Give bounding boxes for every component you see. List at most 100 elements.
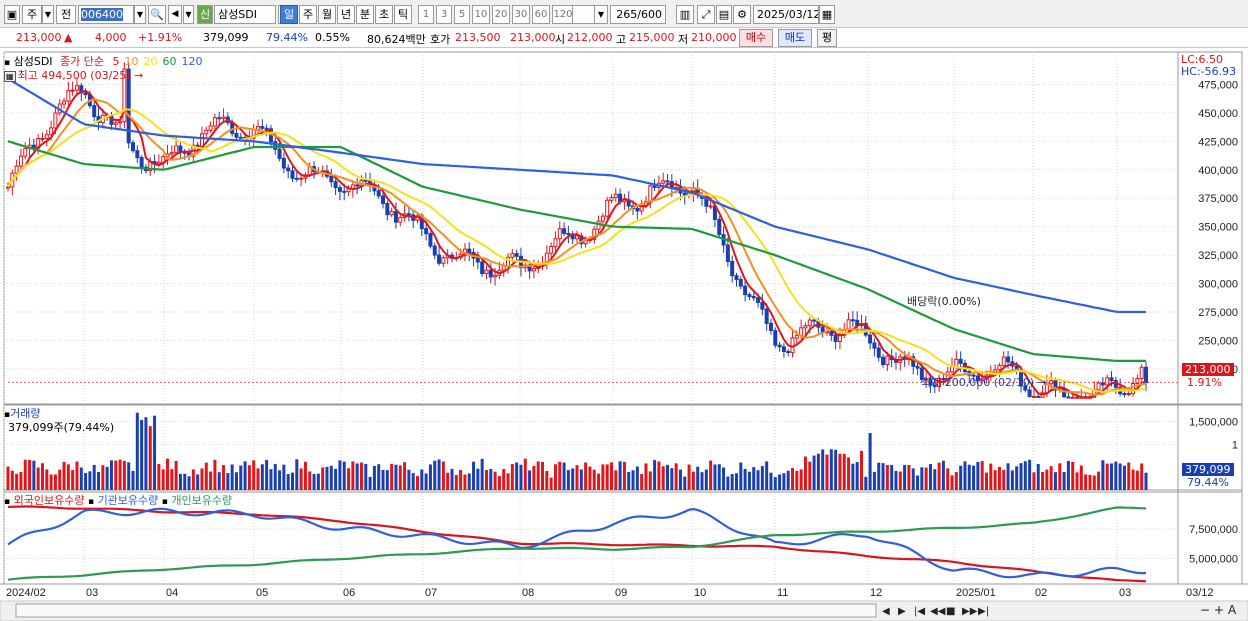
- candle-body: [652, 185, 657, 188]
- tab-timeframe-6[interactable]: 초: [375, 5, 393, 24]
- save-icon[interactable]: ▤: [716, 5, 732, 24]
- volume-bar: [1144, 472, 1148, 490]
- interval-button-1[interactable]: 1: [418, 5, 434, 24]
- volume-bar: [571, 468, 575, 490]
- stock-name: 삼성SDI: [218, 8, 257, 21]
- zoom-control-icon: +: [1214, 603, 1224, 617]
- volume-bar: [795, 470, 799, 490]
- volume-bar: [894, 470, 898, 490]
- candle-body: [613, 193, 618, 199]
- market-dropdown-icon[interactable]: ▼: [42, 5, 54, 24]
- interval-button-60[interactable]: 60: [532, 5, 550, 24]
- volume-bar: [308, 471, 312, 490]
- interval-button-30[interactable]: 30: [512, 5, 530, 24]
- volume-bar: [558, 461, 562, 490]
- volume-bar: [364, 463, 368, 490]
- candle-body: [135, 150, 140, 159]
- stock-code-input[interactable]: 006400: [78, 5, 134, 24]
- tab-timeframe-2[interactable]: 주: [299, 5, 317, 24]
- chart-area[interactable]: 2024/02 03 04 05 06 07 08 09 10 11 12 2025/01 02 03 03…: [0, 48, 1248, 621]
- volume-bar: [450, 468, 454, 490]
- interval-dropdown-icon[interactable]: ▼: [594, 5, 608, 24]
- low-price: 210,000: [691, 31, 737, 44]
- volume-bar: [1023, 461, 1027, 490]
- low-arrow-icon: →: [1037, 376, 1047, 389]
- speaker-dropdown-icon[interactable]: ▼: [183, 5, 194, 24]
- volume-bar: [377, 464, 381, 490]
- candle-body: [971, 374, 976, 377]
- stock-code-dropdown-icon[interactable]: ▼: [134, 5, 146, 24]
- candle-body: [488, 269, 493, 278]
- tab-timeframe-1[interactable]: 일: [280, 5, 298, 24]
- sell-button[interactable]: 매도: [778, 29, 812, 47]
- volume-bar: [234, 472, 238, 490]
- interval-button-120[interactable]: 120: [552, 5, 574, 24]
- volume-bar: [502, 468, 506, 490]
- interval-button-20[interactable]: 20: [492, 5, 510, 24]
- candle-icon[interactable]: ▥: [676, 5, 694, 24]
- volume-bar: [157, 463, 161, 490]
- volume-bar: [40, 463, 44, 490]
- candle-body: [385, 203, 390, 216]
- calendar-icon[interactable]: ▦: [819, 5, 835, 24]
- volume-bar: [278, 470, 282, 490]
- candle-body: [238, 136, 243, 139]
- market-select[interactable]: 주: [22, 5, 42, 24]
- buy-button[interactable]: 매수: [739, 29, 773, 47]
- toolbar: ▣ 주 ▼ 전 006400 ▼ 🔍 ◀ ▼ 신 삼성SDI ▦ 일주월년분초틱…: [0, 0, 1248, 28]
- volume-bar: [890, 464, 894, 490]
- ma-legend-120: 120: [181, 55, 203, 68]
- ma-legend: 5 10 20 60 120: [108, 55, 203, 68]
- expand-icon[interactable]: ▦: [4, 71, 16, 82]
- layout-icon[interactable]: ▣: [4, 5, 20, 24]
- volume-bar: [1015, 466, 1019, 490]
- candle-body: [751, 295, 756, 299]
- candle-body: [467, 248, 472, 253]
- price-tick-label: 250,000: [1198, 335, 1238, 347]
- candle-body: [566, 232, 571, 235]
- volume-bar: [398, 465, 402, 490]
- date-field[interactable]: 2025/03/12: [753, 5, 819, 24]
- volume-bar: [441, 461, 445, 490]
- tab-timeframe-3[interactable]: 월: [318, 5, 336, 24]
- volume-bar: [407, 469, 411, 490]
- volume-bar: [1066, 460, 1070, 490]
- holding-panel-header: ▪ 외국인보유수량 ▪ 기관보유수량 ▪ 개인보유수량: [4, 492, 232, 508]
- buy-label: 매수: [745, 31, 767, 44]
- tab-timeframe-4[interactable]: 년: [337, 5, 355, 24]
- volume-bar: [635, 466, 639, 490]
- volume-bar: [549, 477, 553, 490]
- gear-icon[interactable]: ⚙: [733, 5, 751, 24]
- volume-bar: [161, 469, 165, 490]
- volume-bar: [950, 475, 954, 490]
- candle-body: [514, 253, 519, 257]
- volume-bar: [816, 453, 820, 490]
- candle-body: [290, 170, 295, 179]
- volume-bar: [1032, 472, 1036, 490]
- eval-button[interactable]: 평: [817, 29, 837, 47]
- volume-bar: [200, 468, 204, 490]
- prev-button[interactable]: 전: [56, 5, 76, 24]
- speaker-icon[interactable]: ◀: [168, 5, 182, 24]
- tool-icon[interactable]: ⤢: [697, 5, 715, 24]
- search-icon[interactable]: 🔍: [148, 5, 166, 24]
- count-field[interactable]: 265/600: [610, 5, 666, 24]
- volume-bar: [140, 419, 144, 490]
- volume-bar: [980, 461, 984, 490]
- bid-price: 213,000: [510, 31, 556, 44]
- interval-button-3[interactable]: 3: [436, 5, 452, 24]
- credit-badge: 신: [197, 5, 213, 24]
- open-label: 시: [555, 33, 566, 46]
- interval-button-10[interactable]: 10: [472, 5, 490, 24]
- candle-body: [480, 261, 485, 275]
- volume-bar: [730, 473, 734, 490]
- volume-bar: [536, 461, 540, 490]
- high-annotation: ▦ 최고 494,500 (03/25) →: [4, 67, 143, 83]
- interval-button-5[interactable]: 5: [454, 5, 470, 24]
- tab-timeframe-5[interactable]: 분: [356, 5, 374, 24]
- candle-body: [70, 89, 75, 92]
- chart-scrollbar[interactable]: ◀ ▶ |◀ ◀◀ ■ ▶▶ ▶| − + A: [0, 600, 1248, 621]
- tab-timeframe-7[interactable]: 틱: [394, 5, 412, 24]
- volume-bar: [834, 449, 838, 490]
- candle-body: [131, 142, 136, 152]
